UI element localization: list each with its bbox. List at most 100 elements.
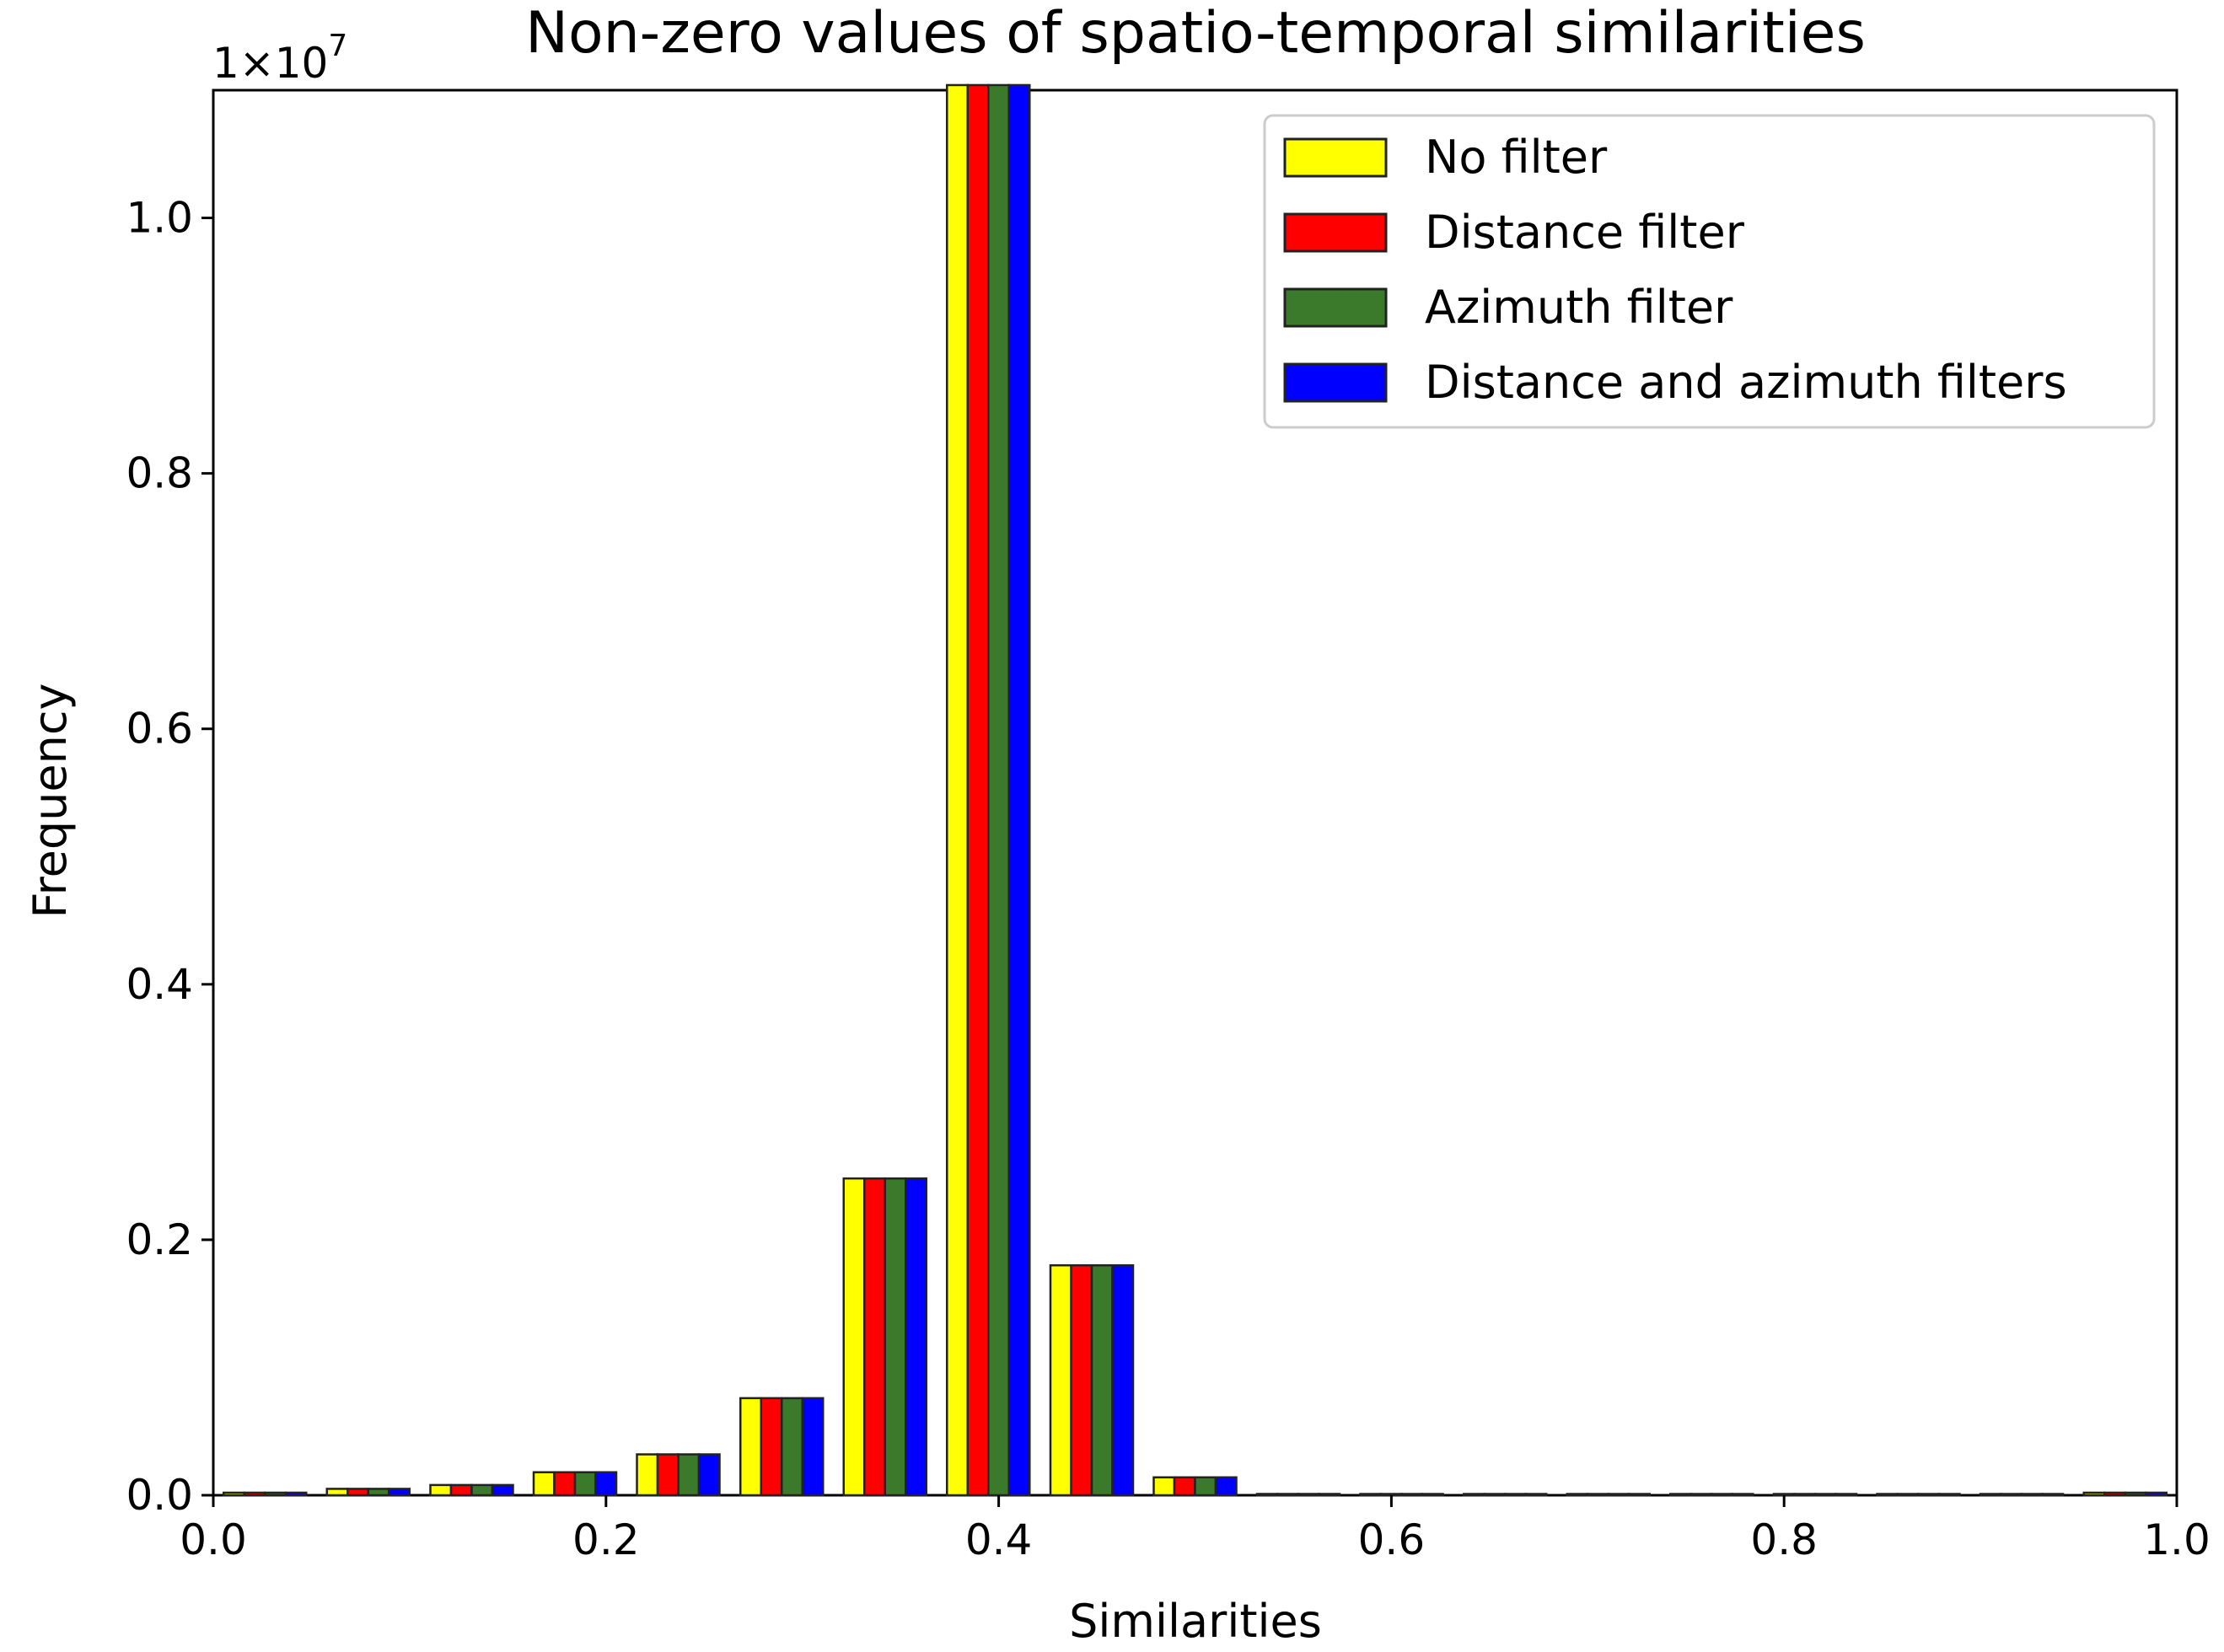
bar-2-15 [1813, 1493, 1837, 1497]
bar-3-12 [1524, 1493, 1548, 1497]
bar-1-16 [1896, 1493, 1920, 1497]
bar-3-18 [2145, 1491, 2168, 1497]
bar-3-9 [1214, 1476, 1238, 1497]
bar-1-9 [1173, 1476, 1196, 1497]
bar-3-14 [1731, 1493, 1754, 1497]
x-axis-label: Similarities [1069, 1595, 1322, 1648]
bar-1-3 [553, 1471, 577, 1497]
bar-1-7 [966, 83, 990, 1497]
bar-3-2 [491, 1483, 514, 1497]
chart-title: Non-zero values of spatio-temporal simil… [525, 0, 1866, 67]
bar-1-2 [449, 1483, 473, 1497]
bar-1-18 [2103, 1491, 2126, 1497]
bar-0-8 [1049, 1263, 1072, 1497]
legend-swatch-1 [1283, 212, 1388, 253]
x-tick-label-2: 0.4 [965, 1515, 1033, 1564]
bar-3-16 [1937, 1493, 1961, 1497]
bar-2-18 [2124, 1491, 2147, 1497]
x-tick-label-5: 1.0 [2143, 1515, 2211, 1564]
bar-2-9 [1194, 1476, 1217, 1497]
bar-1-17 [2000, 1493, 2023, 1497]
bar-0-9 [1152, 1476, 1176, 1497]
legend-items: No filter Distance filter Azimuth filter Di… [1283, 131, 2067, 409]
bar-0-10 [1255, 1493, 1279, 1497]
y-axis-label: Frequency [24, 684, 77, 919]
bar-2-1 [367, 1488, 390, 1497]
bar-3-15 [1835, 1493, 1858, 1497]
legend: No filter Distance filter Azimuth filter Di… [1263, 114, 2156, 429]
legend-box [1263, 114, 2156, 429]
bar-0-16 [1876, 1493, 1899, 1497]
bar-3-10 [1318, 1493, 1341, 1497]
bar-3-8 [1111, 1263, 1135, 1497]
bar-2-6 [884, 1177, 907, 1497]
bar-1-0 [243, 1491, 266, 1497]
bar-3-5 [801, 1397, 825, 1497]
bar-2-14 [1711, 1493, 1734, 1497]
bar-2-8 [1090, 1263, 1114, 1497]
bar-3-13 [1628, 1493, 1652, 1497]
bar-3-6 [905, 1177, 927, 1497]
bar-0-18 [2082, 1491, 2106, 1497]
x-tick-label-0: 0.0 [180, 1515, 247, 1564]
y-tick-label-3: 0.6 [126, 705, 193, 754]
bar-1-12 [1483, 1493, 1507, 1497]
bar-2-2 [470, 1483, 494, 1497]
bar-0-12 [1463, 1493, 1485, 1497]
bar-2-4 [677, 1453, 701, 1497]
bar-2-11 [1400, 1493, 1424, 1497]
bar-1-11 [1379, 1493, 1403, 1497]
bar-3-11 [1421, 1493, 1444, 1497]
y-multiplier-exponent: 7 [328, 29, 347, 63]
x-ticks: 0.0 0.2 0.4 0.6 0.8 1.0 [180, 1495, 2211, 1564]
y-tick-label-5: 1.0 [126, 194, 193, 243]
legend-label-2: Azimuth filter [1425, 281, 1733, 334]
bar-0-0 [223, 1491, 245, 1497]
legend-swatch-2 [1283, 287, 1388, 328]
bar-3-7 [1007, 83, 1031, 1497]
bar-0-15 [1772, 1493, 1796, 1497]
bar-3-17 [2041, 1493, 2065, 1497]
y-multiplier-label: 1×107 [212, 29, 347, 88]
y-tick-label-4: 0.8 [126, 449, 193, 498]
bar-0-4 [636, 1453, 659, 1497]
legend-swatch-3 [1283, 362, 1388, 403]
bar-1-6 [863, 1177, 886, 1497]
bar-0-13 [1566, 1493, 1589, 1497]
bar-3-1 [388, 1488, 411, 1497]
y-multiplier-base: 1×10 [212, 39, 328, 88]
bar-1-8 [1070, 1263, 1093, 1497]
bar-0-3 [532, 1471, 556, 1497]
y-ticks: 0.0 0.2 0.4 0.6 0.8 1.0 [126, 194, 213, 1520]
bar-2-10 [1297, 1493, 1320, 1497]
bar-0-14 [1669, 1493, 1693, 1497]
bar-2-5 [781, 1397, 803, 1497]
y-tick-label-0: 0.0 [126, 1471, 193, 1520]
bar-1-10 [1276, 1493, 1300, 1497]
y-tick-label-2: 0.4 [126, 960, 193, 1009]
bar-2-3 [573, 1471, 597, 1497]
bar-2-16 [1917, 1493, 1941, 1497]
bar-2-12 [1504, 1493, 1527, 1497]
bars-group [223, 83, 2168, 1497]
bar-0-17 [1979, 1493, 2002, 1497]
bar-1-4 [656, 1453, 680, 1497]
bar-1-5 [760, 1397, 783, 1497]
legend-label-1: Distance filter [1425, 206, 1745, 259]
bar-1-13 [1587, 1493, 1609, 1497]
bar-0-5 [739, 1397, 762, 1497]
bar-2-0 [264, 1491, 287, 1497]
y-tick-label-1: 0.2 [126, 1215, 193, 1264]
bar-1-14 [1689, 1493, 1713, 1497]
bar-1-15 [1793, 1493, 1817, 1497]
bar-0-11 [1359, 1493, 1383, 1497]
legend-swatch-0 [1283, 137, 1388, 178]
legend-label-3: Distance and azimuth filters [1425, 356, 2067, 409]
bar-2-13 [1607, 1493, 1630, 1497]
bar-0-2 [429, 1483, 453, 1497]
x-tick-label-4: 0.8 [1750, 1515, 1818, 1564]
bar-2-7 [987, 83, 1011, 1497]
bar-3-3 [594, 1471, 618, 1497]
bar-3-4 [697, 1453, 721, 1497]
